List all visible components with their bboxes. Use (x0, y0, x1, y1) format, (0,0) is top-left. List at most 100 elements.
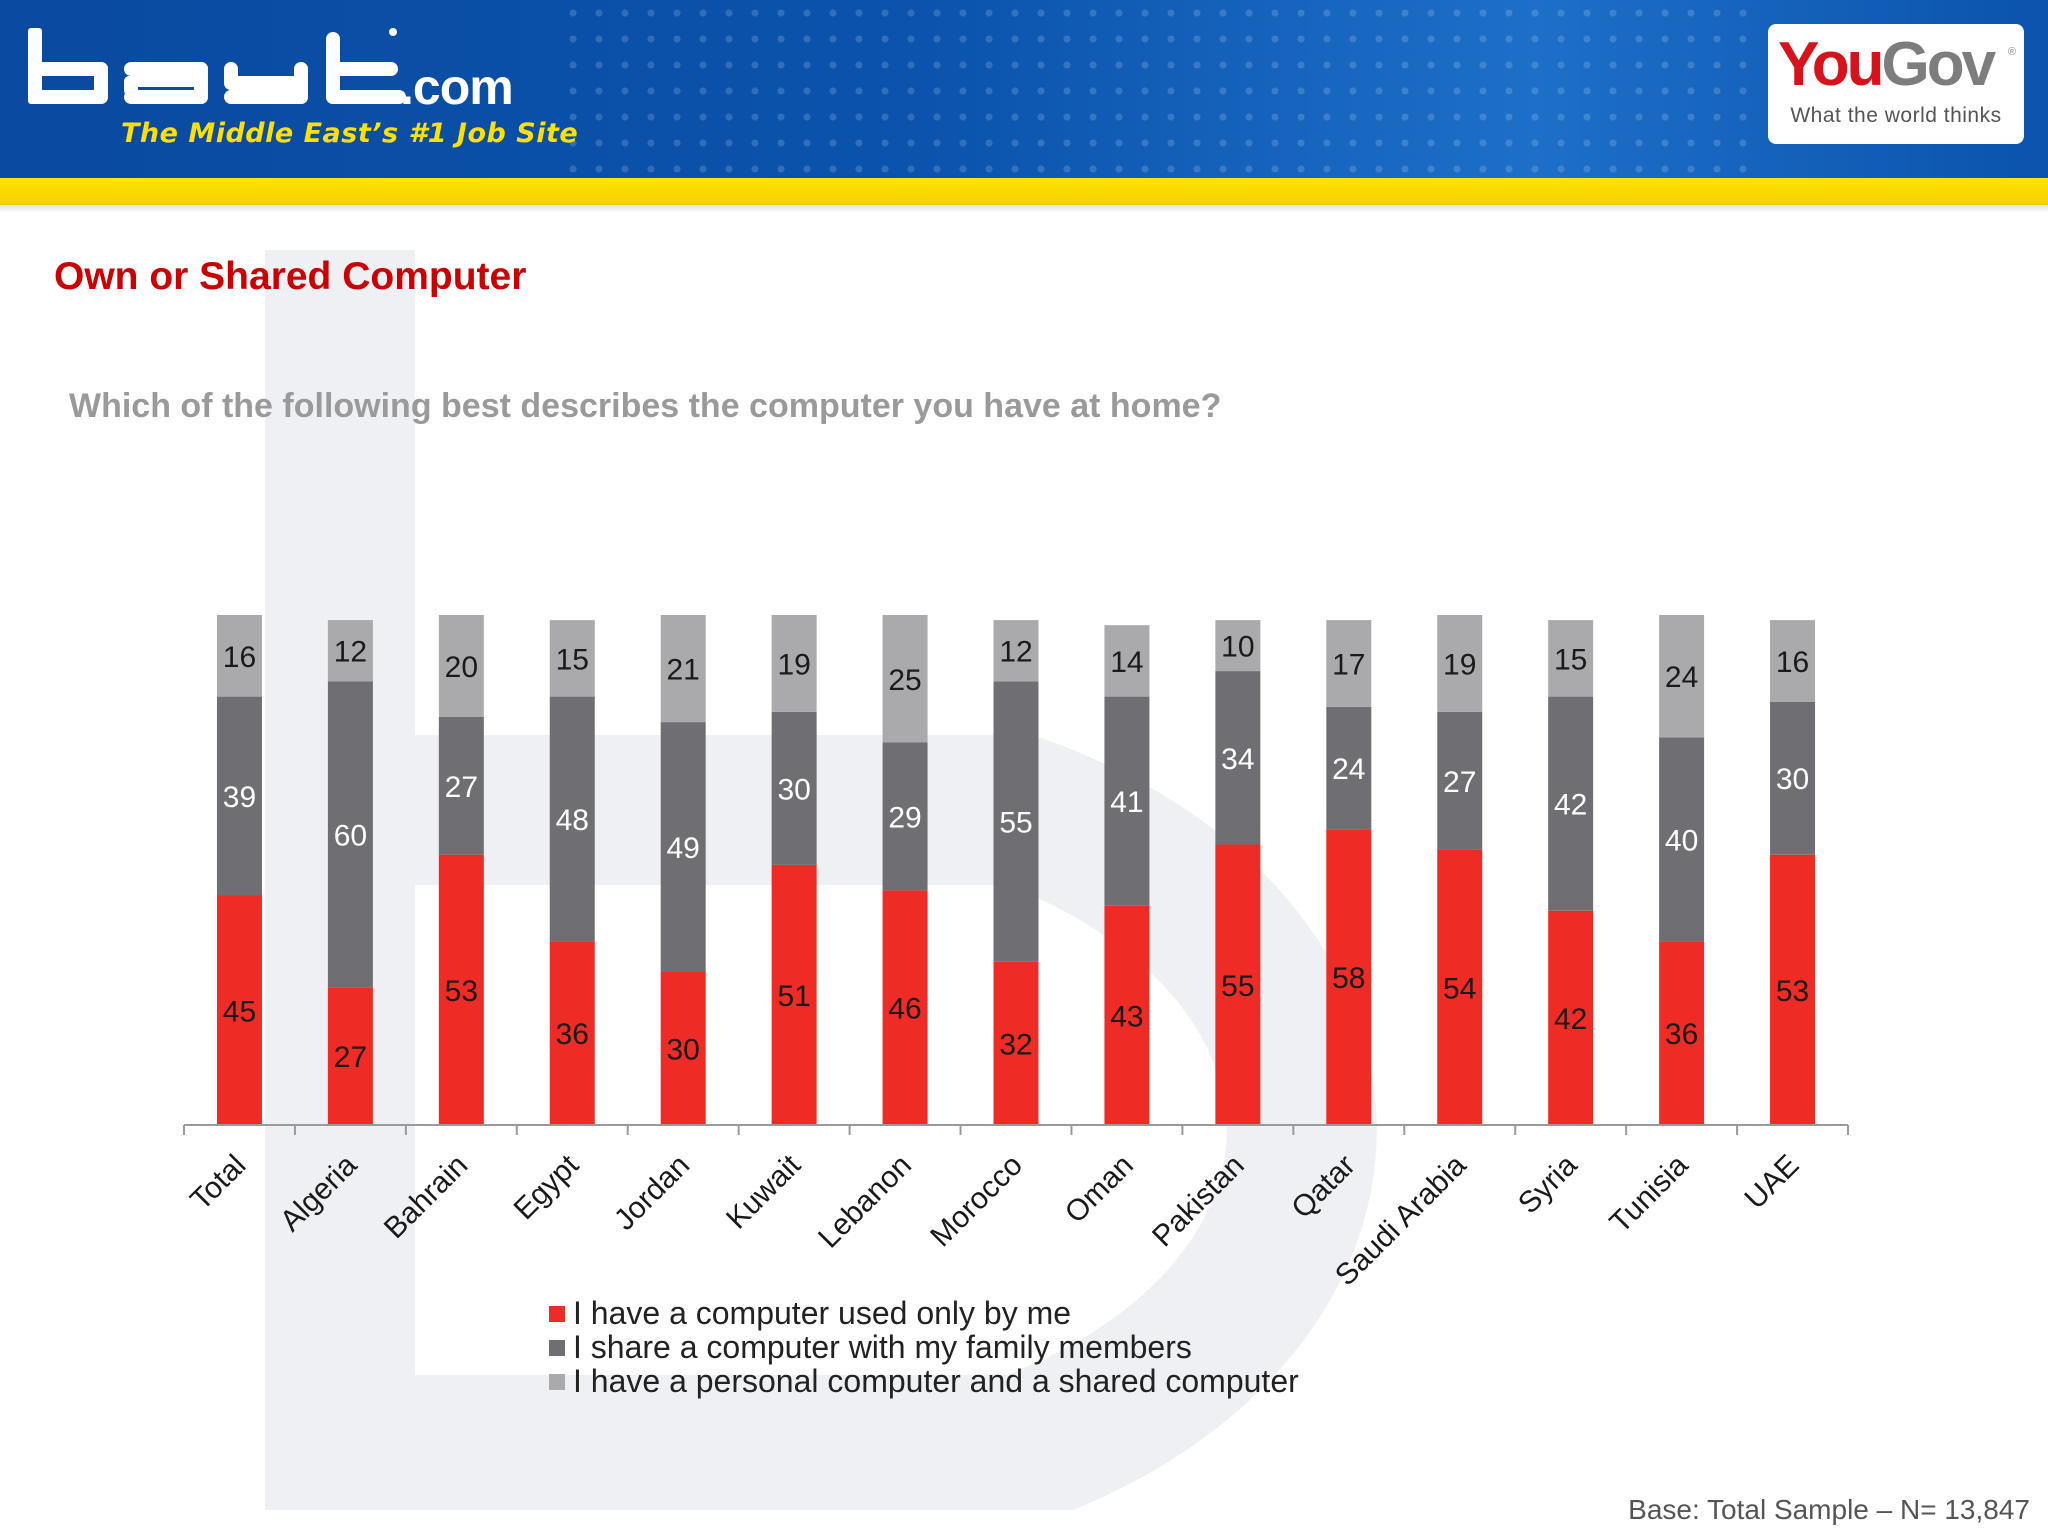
yougov-tagline: What the world thinks (1790, 104, 2002, 127)
bar-segment-own (660, 972, 706, 1125)
legend-swatch-shared-family (549, 1340, 565, 1356)
data-label-shared-family: 55 (999, 807, 1032, 840)
bar-segment-shared-family (660, 722, 706, 972)
data-label-both: 10 (1221, 631, 1254, 664)
data-label-shared-family: 49 (667, 832, 700, 865)
data-label-own: 30 (667, 1034, 700, 1067)
data-label-both: 12 (334, 636, 367, 669)
bayt-tagline: The Middle East’s #1 Job Site (121, 118, 579, 149)
data-label-shared-family: 60 (334, 819, 367, 852)
bar-segment-own (1104, 905, 1150, 1125)
bar-segment-both (438, 615, 484, 717)
bar-segment-own (1326, 829, 1372, 1125)
slide-title: Own or Shared Computer (54, 255, 527, 298)
data-label-both: 20 (445, 651, 478, 684)
legend-label-own: I have a computer used only by me (573, 1295, 1072, 1331)
bar-segment-shared-family (1215, 671, 1261, 845)
x-tick-label: Algeria (274, 1148, 364, 1238)
data-label-shared-family: 30 (777, 773, 810, 806)
data-label-shared-family: 41 (1110, 786, 1143, 819)
bar-segment-both (1548, 620, 1594, 697)
bar-segment-both (1770, 620, 1816, 702)
data-label-both: 12 (999, 636, 1032, 669)
legend-swatch-both (549, 1374, 565, 1390)
bar-segment-both (771, 615, 817, 712)
data-label-both: 16 (223, 641, 256, 674)
data-label-shared-family: 42 (1554, 789, 1587, 822)
bar-segment-both (1659, 615, 1705, 738)
data-label-both: 25 (888, 664, 921, 697)
data-label-own: 36 (1665, 1018, 1698, 1051)
bayt-domain-suffix: .com (400, 59, 514, 115)
x-tick-label: UAE (1739, 1149, 1806, 1216)
bar-segment-own (1215, 844, 1261, 1125)
survey-question: Which of the following best describes th… (69, 387, 1222, 425)
data-label-shared-family: 48 (556, 804, 589, 837)
data-label-both: 15 (1554, 643, 1587, 676)
bar-segment-own (1770, 854, 1816, 1125)
header-dot-pattern (560, 0, 1760, 178)
bar-segment-both (660, 615, 706, 723)
bayt-logo (28, 28, 406, 104)
data-label-both: 24 (1665, 661, 1698, 694)
bar-segment-shared-family (1104, 696, 1150, 906)
data-label-own: 42 (1554, 1003, 1587, 1036)
header-banner: .com The Middle East’s #1 Job Site YouGo… (0, 0, 2048, 178)
bar-segment-shared-family (1659, 737, 1705, 942)
x-tick-label: Oman (1059, 1149, 1140, 1230)
data-label-both: 19 (777, 648, 810, 681)
bar-segment-shared-family (882, 742, 928, 891)
data-label-shared-family: 24 (1332, 753, 1365, 786)
bar-segment-own (216, 895, 262, 1125)
bar-segment-own (327, 987, 373, 1125)
bar-segment-own (882, 890, 928, 1125)
data-label-both: 14 (1110, 646, 1143, 679)
data-label-own: 43 (1110, 1000, 1143, 1033)
bar-segment-own (1659, 941, 1705, 1125)
data-label-own: 58 (1332, 962, 1365, 995)
base-note: Base: Total Sample – N= 13,847 (1628, 1494, 2030, 1525)
data-label-both: 21 (667, 654, 700, 687)
bar-segment-shared-family (1770, 701, 1816, 855)
bar-segment-both (1104, 625, 1150, 697)
data-label-shared-family: 27 (1443, 766, 1476, 799)
data-label-both: 17 (1332, 648, 1365, 681)
yougov-you: You (1778, 30, 1884, 99)
bar-segment-both (1326, 620, 1372, 707)
bar-segment-both (549, 620, 595, 697)
yougov-gov: Gov (1881, 30, 1997, 99)
data-label-own: 45 (223, 995, 256, 1028)
x-tick-label: Tunisia (1604, 1148, 1695, 1239)
data-label-own: 51 (777, 980, 810, 1013)
data-label-both: 16 (1776, 646, 1809, 679)
data-label-both: 15 (556, 643, 589, 676)
data-label-own: 54 (1443, 972, 1476, 1005)
x-tick-label: Pakistan (1146, 1149, 1251, 1254)
legend-swatch-own (549, 1306, 565, 1322)
bar-segment-shared-family (549, 696, 595, 942)
x-tick-label: Bahrain (378, 1149, 474, 1245)
legend-item-own: I have a computer used only by me (549, 1296, 1299, 1330)
x-tick-label: Egypt (508, 1148, 586, 1226)
data-label-shared-family: 34 (1221, 743, 1254, 776)
stacked-bar-chart: 45 39 16 Total 27 60 12 Algeria 53 27 20 Bahrain 36 4… (183, 615, 1849, 1292)
bar-segment-shared-family (327, 681, 373, 988)
bar-segment-own (771, 864, 817, 1125)
bar-segment-both (993, 620, 1039, 682)
bar-segment-shared-family (438, 717, 484, 855)
bar-segment-own (438, 854, 484, 1125)
bar-segment-shared-family (1548, 696, 1594, 911)
yougov-wordmark: YouGov (1778, 34, 1996, 96)
x-tick-label: Syria (1512, 1148, 1584, 1220)
data-label-own: 55 (1221, 970, 1254, 1003)
bar-segment-both (216, 615, 262, 697)
legend-item-both: I have a personal computer and a shared … (549, 1364, 1299, 1398)
bar-segment-shared-family (993, 681, 1039, 962)
bar-segment-both (882, 615, 928, 743)
data-label-own: 53 (1776, 975, 1809, 1008)
bar-segment-both (1437, 615, 1483, 712)
data-label-both: 19 (1443, 648, 1476, 681)
data-label-own: 32 (999, 1028, 1032, 1061)
bar-segment-both (1215, 620, 1261, 672)
data-label-own: 46 (888, 993, 921, 1026)
